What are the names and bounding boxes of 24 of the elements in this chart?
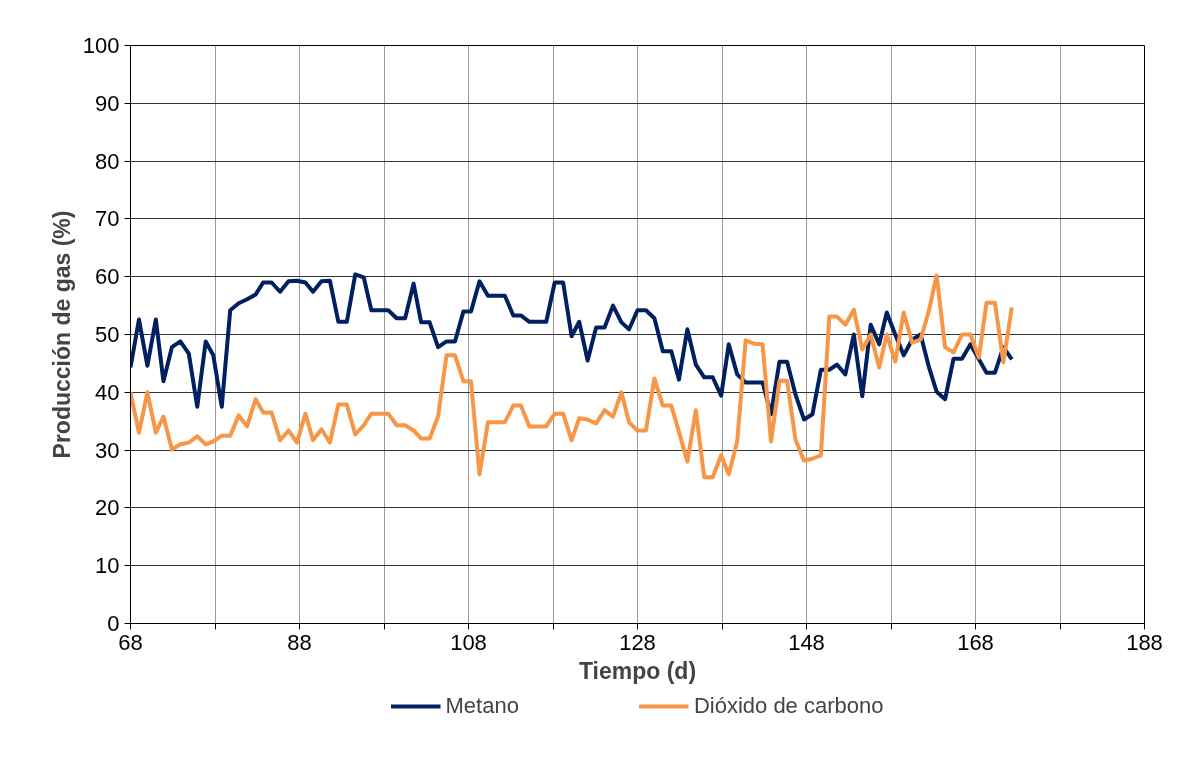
y-axis-title: Producción de gas (%) bbox=[48, 210, 75, 459]
legend-label: Dióxido de carbono bbox=[693, 693, 884, 719]
y-tick-label: 100 bbox=[82, 33, 120, 58]
y-tick-label: 70 bbox=[95, 206, 120, 232]
x-tick-label: 68 bbox=[118, 629, 143, 655]
y-tick-label: 0 bbox=[107, 611, 120, 636]
y-tick-label: 50 bbox=[95, 322, 120, 347]
x-axis-title: Tiempo (d) bbox=[578, 657, 697, 684]
x-tick-label: 148 bbox=[788, 629, 825, 655]
x-tick-label: 108 bbox=[450, 629, 487, 655]
y-tick-label: 30 bbox=[95, 437, 120, 463]
y-tick-label: 40 bbox=[95, 379, 120, 405]
x-tick-label: 88 bbox=[287, 629, 312, 655]
line-series bbox=[130, 273, 1014, 480]
legend-label: Metano bbox=[445, 693, 519, 719]
y-tick-label: 10 bbox=[95, 553, 120, 579]
y-tick-label: 20 bbox=[95, 495, 120, 521]
x-tick-label: 128 bbox=[619, 629, 656, 655]
x-tick-label: 188 bbox=[1126, 629, 1163, 655]
x-tick-label: 168 bbox=[957, 629, 994, 655]
y-tick-label: 90 bbox=[95, 90, 120, 116]
y-tick-label: 60 bbox=[95, 264, 120, 290]
y-tick-label: 80 bbox=[95, 148, 120, 174]
line-series bbox=[130, 272, 1014, 422]
